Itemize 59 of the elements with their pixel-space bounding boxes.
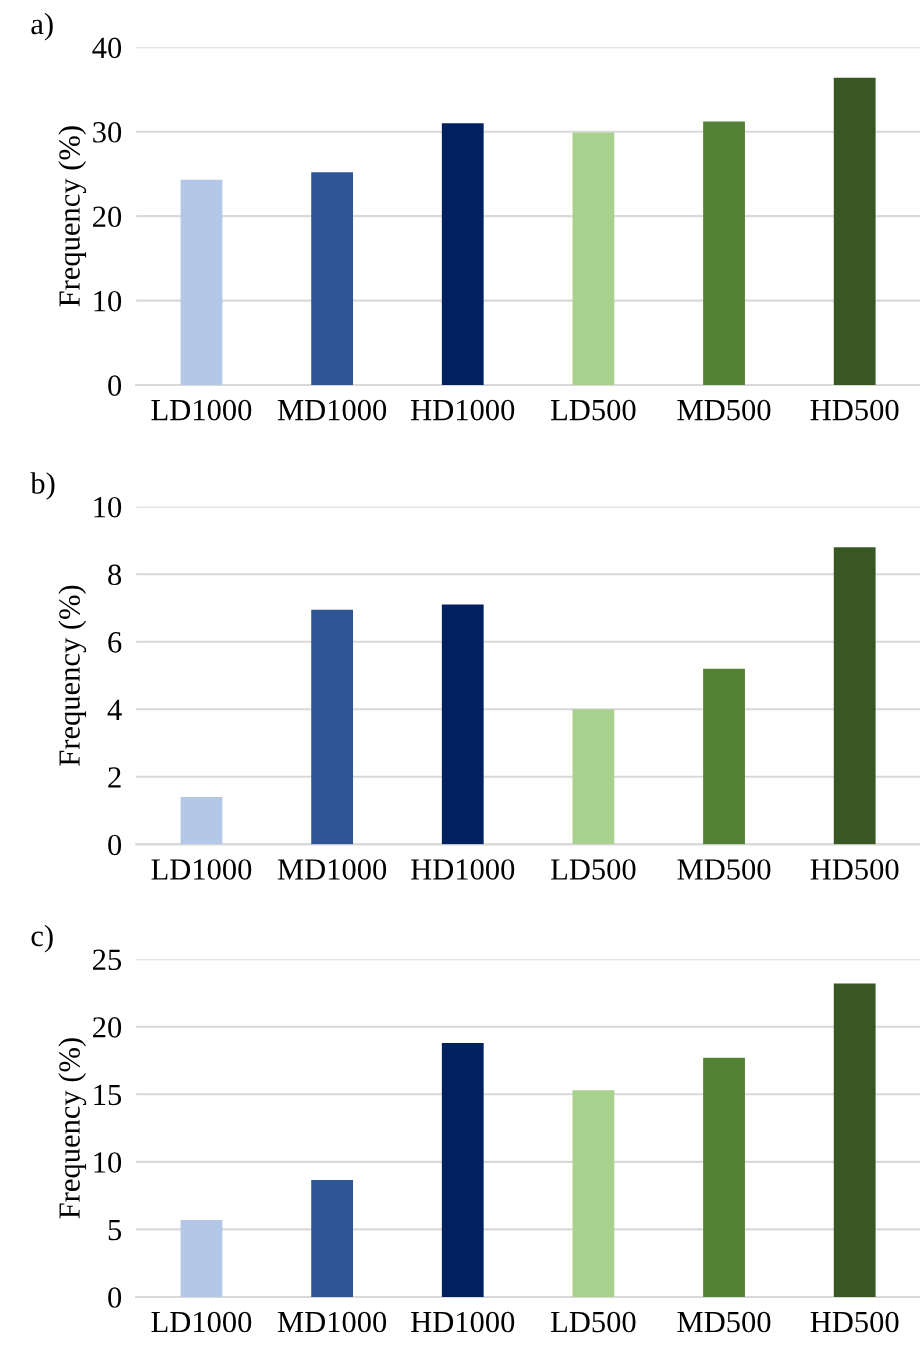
x-tick-label: HD500	[810, 859, 899, 880]
x-tick-label: MD1000	[277, 1311, 387, 1333]
y-tick-label: 25	[93, 949, 122, 971]
y-tick-label: 15	[94, 1084, 122, 1106]
x-tick-label: HD500	[810, 1311, 899, 1333]
bar	[180, 1219, 223, 1297]
chart-title: b)	[30, 472, 55, 500]
x-tick-label: HD1000	[411, 399, 515, 421]
bar	[180, 797, 223, 845]
x-tick-label: MD500	[677, 1311, 771, 1333]
y-tick-label: 10	[94, 1152, 122, 1173]
y-tick-label: 30	[93, 122, 122, 143]
y-axis-title: Frequency (%)	[58, 585, 87, 766]
bar	[311, 609, 354, 845]
x-tick-label: LD500	[551, 859, 636, 880]
bar	[180, 179, 223, 386]
x-tick-label: HD500	[810, 399, 899, 421]
bar	[572, 709, 615, 845]
y-tick-label: 4	[107, 699, 122, 720]
x-tick-label: MD1000	[277, 859, 387, 880]
bar	[311, 1180, 354, 1297]
y-tick-label: 40	[92, 37, 122, 59]
bar	[441, 1042, 484, 1297]
bar	[572, 1090, 615, 1297]
y-tick-label: 5	[108, 1220, 122, 1241]
x-tick-label: LD1000	[151, 1311, 252, 1333]
y-tick-label: 0	[108, 375, 122, 396]
y-tick-label: 0	[108, 834, 122, 856]
x-tick-label: LD1000	[151, 399, 252, 421]
x-tick-label: LD500	[551, 399, 636, 421]
chart-title: c)	[31, 924, 53, 953]
bar	[441, 604, 484, 845]
x-tick-label: LD500	[551, 1311, 636, 1333]
bar	[311, 172, 354, 386]
x-tick-label: HD1000	[411, 859, 515, 880]
y-tick-label: 8	[108, 564, 122, 586]
y-axis-title: Frequency (%)	[58, 126, 87, 307]
y-tick-label: 0	[108, 1287, 122, 1308]
bar	[703, 668, 745, 845]
x-tick-label: MD1000	[277, 399, 387, 421]
bar	[833, 983, 876, 1297]
bar	[441, 123, 484, 386]
y-tick-label: 20	[93, 1017, 122, 1038]
bar	[833, 547, 876, 845]
y-tick-label: 6	[108, 632, 122, 653]
x-tick-label: LD1000	[151, 859, 252, 880]
x-tick-label: HD1000	[411, 1311, 515, 1333]
x-tick-label: MD500	[677, 859, 771, 880]
y-tick-label: 10	[94, 290, 122, 312]
bar	[572, 132, 615, 386]
y-tick-label: 20	[93, 206, 122, 228]
y-tick-label: 10	[94, 496, 122, 518]
y-axis-title: Frequency (%)	[58, 1038, 87, 1219]
x-tick-label: MD500	[677, 399, 771, 421]
y-tick-label: 2	[108, 767, 121, 788]
bar	[703, 121, 745, 386]
bar	[703, 1057, 745, 1297]
bar	[833, 77, 876, 386]
chart-title: a)	[31, 12, 53, 41]
